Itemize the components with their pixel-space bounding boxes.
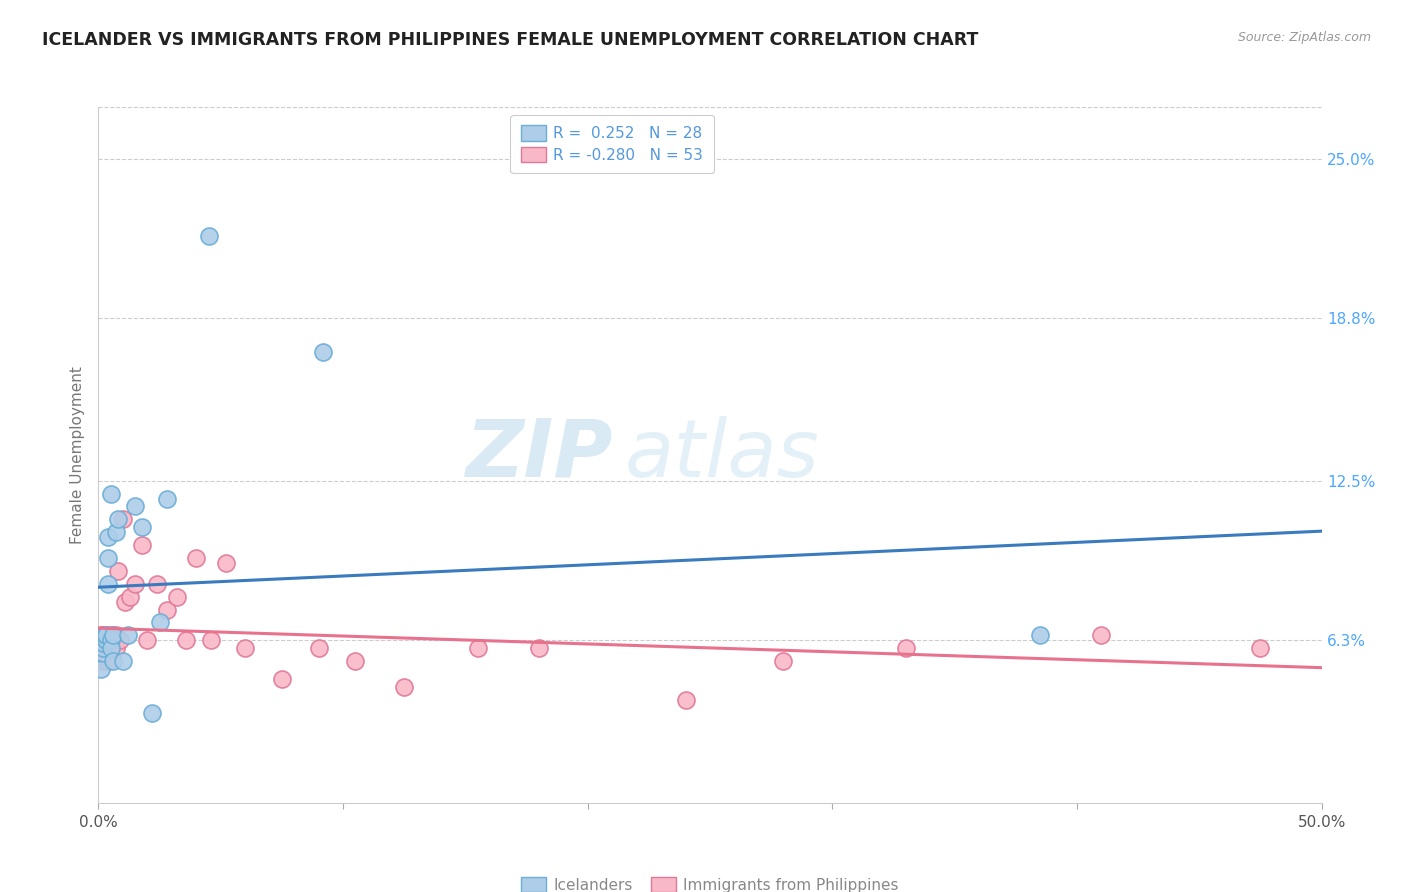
Point: [107, 564, 129, 578]
Text: Source: ZipAtlas.com: Source: ZipAtlas.com: [1237, 31, 1371, 45]
Point: [197, 228, 219, 243]
Point: [90, 641, 112, 656]
Point: [344, 654, 367, 668]
Point: [90, 633, 112, 648]
Point: [94, 628, 117, 642]
Point: [214, 556, 236, 570]
Point: [97, 633, 120, 648]
Point: [94, 633, 117, 648]
Point: [233, 641, 256, 656]
Point: [91, 641, 114, 656]
Point: [91, 628, 114, 642]
Point: [101, 628, 124, 642]
Point: [176, 633, 198, 648]
Point: [104, 641, 127, 656]
Point: [104, 628, 127, 642]
Text: atlas: atlas: [624, 416, 820, 494]
Point: [97, 633, 120, 648]
Point: [156, 602, 179, 616]
Point: [100, 633, 122, 648]
Point: [110, 633, 132, 648]
Point: [308, 641, 330, 656]
Point: [131, 538, 153, 552]
Y-axis label: Female Unemployment: Female Unemployment: [70, 366, 86, 544]
Point: [101, 628, 124, 642]
Point: [94, 633, 117, 648]
Point: [100, 641, 122, 656]
Point: [94, 633, 117, 648]
Point: [117, 628, 139, 642]
Point: [94, 628, 117, 642]
Point: [141, 706, 163, 720]
Text: ICELANDER VS IMMIGRANTS FROM PHILIPPINES FEMALE UNEMPLOYMENT CORRELATION CHART: ICELANDER VS IMMIGRANTS FROM PHILIPPINES…: [42, 31, 979, 49]
Point: [94, 628, 117, 642]
Point: [97, 530, 120, 544]
Point: [100, 628, 122, 642]
Point: [312, 344, 335, 359]
Point: [90, 628, 112, 642]
Point: [94, 633, 117, 648]
Point: [120, 590, 142, 604]
Point: [94, 633, 117, 648]
Point: [90, 662, 112, 676]
Point: [124, 500, 146, 514]
Point: [97, 641, 120, 656]
Point: [100, 633, 122, 648]
Point: [200, 633, 222, 648]
Point: [97, 551, 120, 566]
Point: [101, 633, 124, 648]
Point: [527, 641, 550, 656]
Point: [91, 633, 114, 648]
Point: [1249, 641, 1271, 656]
Point: [91, 654, 114, 668]
Point: [111, 512, 134, 526]
Point: [1029, 628, 1052, 642]
Point: [146, 576, 169, 591]
Point: [97, 576, 120, 591]
Point: [675, 692, 697, 706]
Point: [156, 491, 179, 506]
Point: [100, 486, 122, 500]
Point: [270, 672, 294, 686]
Point: [186, 551, 208, 566]
Point: [91, 641, 114, 656]
Point: [107, 512, 129, 526]
Point: [1090, 628, 1112, 642]
Point: [91, 646, 114, 660]
Point: [97, 636, 120, 650]
Point: [136, 633, 159, 648]
Point: [101, 654, 124, 668]
Point: [467, 641, 489, 656]
Point: [392, 680, 416, 694]
Point: [91, 646, 114, 660]
Point: [111, 654, 134, 668]
Point: [149, 615, 172, 630]
Legend: Icelanders, Immigrants from Philippines: Icelanders, Immigrants from Philippines: [510, 866, 910, 892]
Point: [114, 595, 136, 609]
Point: [166, 590, 188, 604]
Point: [104, 525, 127, 540]
Point: [131, 520, 153, 534]
Point: [100, 641, 122, 656]
Text: ZIP: ZIP: [465, 416, 612, 494]
Point: [100, 633, 122, 648]
Point: [124, 576, 146, 591]
Point: [772, 654, 794, 668]
Point: [91, 636, 114, 650]
Point: [94, 641, 117, 656]
Point: [894, 641, 917, 656]
Point: [97, 654, 120, 668]
